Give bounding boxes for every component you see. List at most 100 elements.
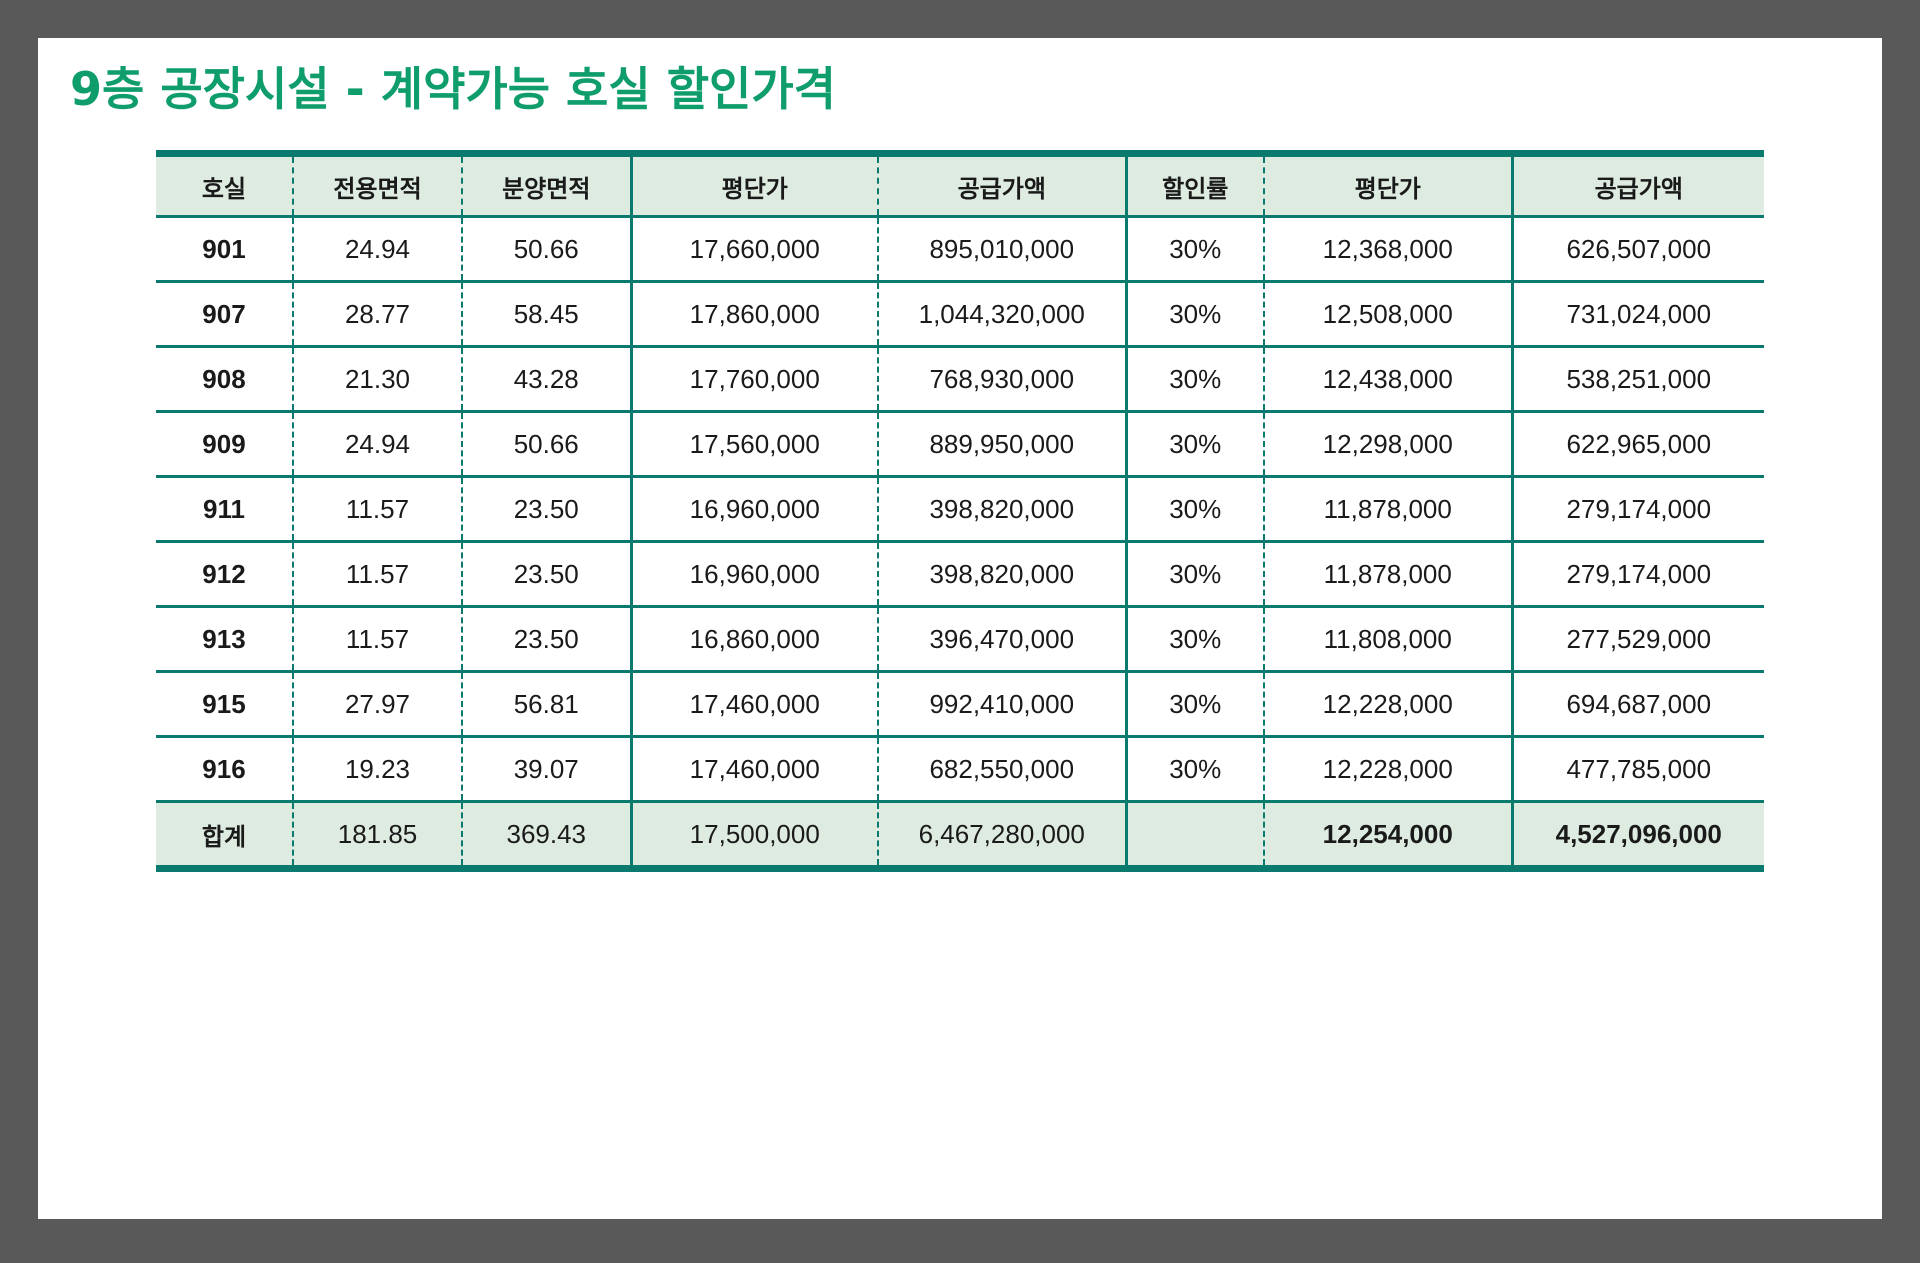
table-total-row: 합계 181.85 369.43 17,500,000 6,467,280,000 12,…	[156, 800, 1764, 870]
cell-price-per-pyeong: 16,860,000	[630, 605, 879, 673]
cell-supply-price: 768,930,000	[877, 345, 1128, 413]
cell-unit: 912	[156, 540, 294, 608]
cell-price-per-pyeong: 17,860,000	[630, 280, 879, 348]
cell-discounted-price-per-pyeong: 11,808,000	[1263, 605, 1514, 673]
cell-supply-price: 398,820,000	[877, 540, 1128, 608]
cell-discount-rate: 30%	[1125, 215, 1265, 283]
header-supply-price: 공급가액	[877, 152, 1128, 218]
cell-exclusive-area: 28.77	[292, 280, 463, 348]
cell-price-per-pyeong: 16,960,000	[630, 540, 879, 608]
cell-exclusive-area: 19.23	[292, 735, 463, 803]
header-discounted-price-per-pyeong: 평단가	[1263, 152, 1514, 218]
cell-exclusive-area: 11.57	[292, 605, 463, 673]
total-unit: 합계	[156, 800, 294, 870]
cell-exclusive-area: 24.94	[292, 215, 463, 283]
cell-unit: 913	[156, 605, 294, 673]
cell-price-per-pyeong: 17,460,000	[630, 735, 879, 803]
header-price-per-pyeong: 평단가	[630, 152, 879, 218]
cell-sale-area: 50.66	[461, 215, 633, 283]
cell-exclusive-area: 24.94	[292, 410, 463, 478]
cell-sale-area: 50.66	[461, 410, 633, 478]
table-body: 901 24.94 50.66 17,660,000 895,010,000 30% 12,…	[156, 215, 1764, 870]
header-exclusive-area: 전용면적	[292, 152, 463, 218]
total-exclusive-area: 181.85	[292, 800, 463, 870]
cell-supply-price: 398,820,000	[877, 475, 1128, 543]
header-discounted-supply-price: 공급가액	[1511, 152, 1764, 218]
cell-discounted-price-per-pyeong: 12,228,000	[1263, 735, 1514, 803]
cell-exclusive-area: 11.57	[292, 540, 463, 608]
cell-unit: 909	[156, 410, 294, 478]
cell-discounted-price-per-pyeong: 12,508,000	[1263, 280, 1514, 348]
cell-sale-area: 58.45	[461, 280, 633, 348]
cell-sale-area: 43.28	[461, 345, 633, 413]
cell-price-per-pyeong: 17,760,000	[630, 345, 879, 413]
cell-discount-rate: 30%	[1125, 345, 1265, 413]
table-row: 901 24.94 50.66 17,660,000 895,010,000 30% 12,…	[156, 215, 1764, 283]
cell-discounted-price-per-pyeong: 12,438,000	[1263, 345, 1514, 413]
cell-discounted-price-per-pyeong: 11,878,000	[1263, 475, 1514, 543]
cell-discounted-price-per-pyeong: 12,228,000	[1263, 670, 1514, 738]
cell-discounted-supply-price: 477,785,000	[1511, 735, 1764, 803]
cell-discount-rate: 30%	[1125, 280, 1265, 348]
cell-sale-area: 23.50	[461, 605, 633, 673]
cell-discounted-supply-price: 694,687,000	[1511, 670, 1764, 738]
cell-discounted-price-per-pyeong: 12,368,000	[1263, 215, 1514, 283]
cell-discounted-supply-price: 731,024,000	[1511, 280, 1764, 348]
cell-exclusive-area: 27.97	[292, 670, 463, 738]
cell-unit: 916	[156, 735, 294, 803]
cell-supply-price: 396,470,000	[877, 605, 1128, 673]
cell-sale-area: 23.50	[461, 540, 633, 608]
cell-unit: 908	[156, 345, 294, 413]
cell-discount-rate: 30%	[1125, 605, 1265, 673]
cell-sale-area: 56.81	[461, 670, 633, 738]
cell-sale-area: 39.07	[461, 735, 633, 803]
cell-discounted-supply-price: 626,507,000	[1511, 215, 1764, 283]
cell-supply-price: 889,950,000	[877, 410, 1128, 478]
cell-price-per-pyeong: 16,960,000	[630, 475, 879, 543]
cell-sale-area: 23.50	[461, 475, 633, 543]
cell-discounted-supply-price: 279,174,000	[1511, 540, 1764, 608]
cell-discounted-supply-price: 622,965,000	[1511, 410, 1764, 478]
cell-discount-rate: 30%	[1125, 670, 1265, 738]
total-discount-rate	[1125, 800, 1265, 870]
slide-title: 9층 공장시설 - 계약가능 호실 할인가격	[70, 62, 836, 116]
cell-discounted-supply-price: 279,174,000	[1511, 475, 1764, 543]
cell-discounted-price-per-pyeong: 12,298,000	[1263, 410, 1514, 478]
cell-unit: 915	[156, 670, 294, 738]
slide: 9층 공장시설 - 계약가능 호실 할인가격 호실 전용면적 분양면적 평단가 …	[38, 38, 1882, 1219]
table-row: 915 27.97 56.81 17,460,000 992,410,000 30% 12,…	[156, 670, 1764, 738]
header-sale-area: 분양면적	[461, 152, 633, 218]
cell-discount-rate: 30%	[1125, 735, 1265, 803]
cell-supply-price: 895,010,000	[877, 215, 1128, 283]
cell-unit: 901	[156, 215, 294, 283]
table-row: 908 21.30 43.28 17,760,000 768,930,000 30% 12,…	[156, 345, 1764, 413]
total-price-per-pyeong: 17,500,000	[630, 800, 879, 870]
cell-supply-price: 1,044,320,000	[877, 280, 1128, 348]
cell-price-per-pyeong: 17,660,000	[630, 215, 879, 283]
table-row: 916 19.23 39.07 17,460,000 682,550,000 30% 12,…	[156, 735, 1764, 803]
table-row: 909 24.94 50.66 17,560,000 889,950,000 30% 12,…	[156, 410, 1764, 478]
cell-discounted-price-per-pyeong: 11,878,000	[1263, 540, 1514, 608]
cell-unit: 907	[156, 280, 294, 348]
table-row: 912 11.57 23.50 16,960,000 398,820,000 30% 11,…	[156, 540, 1764, 608]
cell-discount-rate: 30%	[1125, 410, 1265, 478]
table-row: 911 11.57 23.50 16,960,000 398,820,000 30% 11,…	[156, 475, 1764, 543]
cell-discounted-supply-price: 538,251,000	[1511, 345, 1764, 413]
total-discounted-price-per-pyeong: 12,254,000	[1263, 800, 1514, 870]
cell-price-per-pyeong: 17,560,000	[630, 410, 879, 478]
cell-exclusive-area: 11.57	[292, 475, 463, 543]
total-sale-area: 369.43	[461, 800, 633, 870]
cell-price-per-pyeong: 17,460,000	[630, 670, 879, 738]
total-supply-price: 6,467,280,000	[877, 800, 1128, 870]
cell-unit: 911	[156, 475, 294, 543]
header-discount-rate: 할인률	[1125, 152, 1265, 218]
cell-discount-rate: 30%	[1125, 540, 1265, 608]
total-discounted-supply-price: 4,527,096,000	[1511, 800, 1764, 870]
cell-supply-price: 992,410,000	[877, 670, 1128, 738]
cell-discount-rate: 30%	[1125, 475, 1265, 543]
header-unit: 호실	[156, 152, 294, 218]
cell-exclusive-area: 21.30	[292, 345, 463, 413]
table-row: 913 11.57 23.50 16,860,000 396,470,000 30% 11,…	[156, 605, 1764, 673]
cell-discounted-supply-price: 277,529,000	[1511, 605, 1764, 673]
table-header-row: 호실 전용면적 분양면적 평단가 공급가액 할인률 평단가 공급가액	[156, 152, 1764, 218]
